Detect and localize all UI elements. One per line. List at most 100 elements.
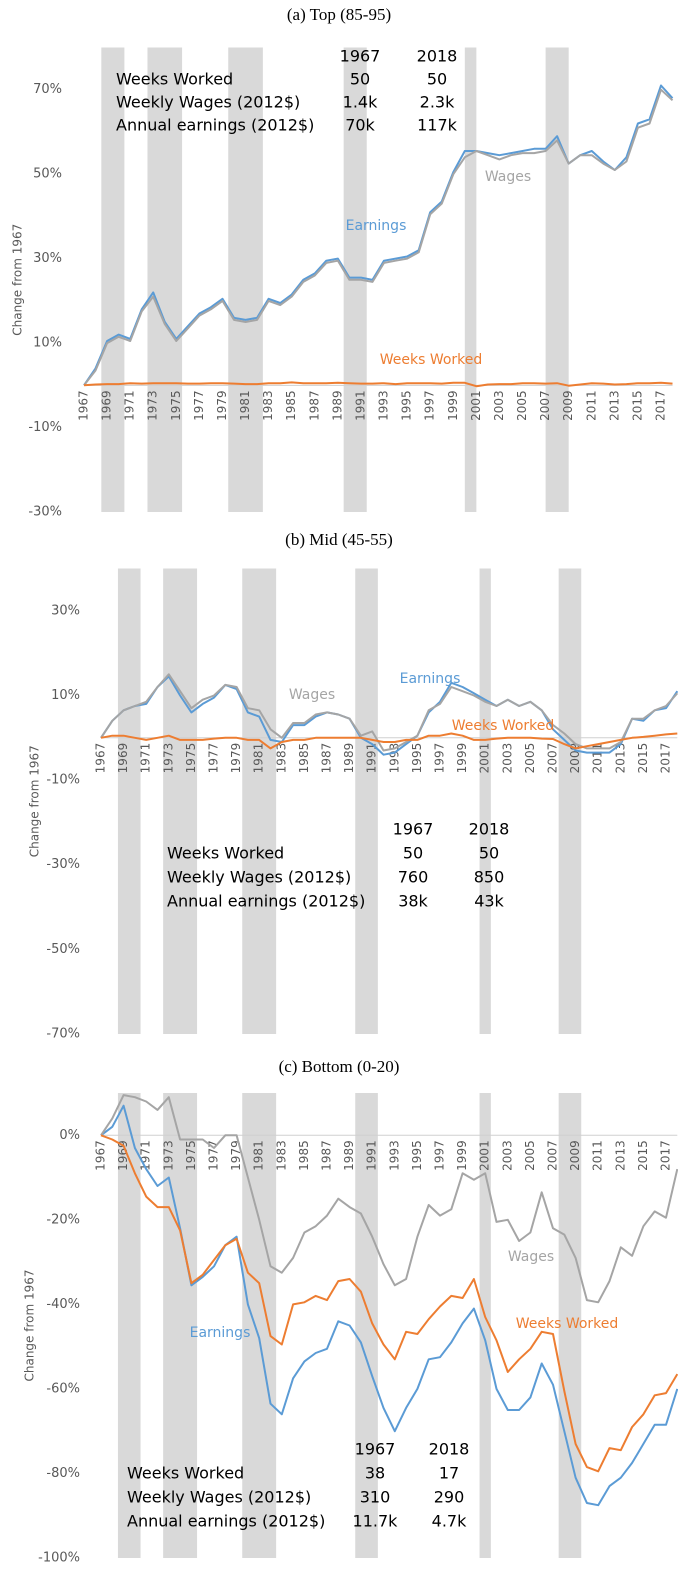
recession-band bbox=[163, 1093, 198, 1558]
y-tick-label: 30% bbox=[51, 603, 80, 618]
x-tick-label: 1969 bbox=[116, 1140, 130, 1171]
x-tick-label: 2007 bbox=[538, 390, 552, 421]
y-tick-label: -10% bbox=[28, 420, 62, 435]
table-cell: 50 bbox=[427, 70, 447, 89]
recession-band bbox=[242, 1093, 277, 1558]
x-tick-label: 1995 bbox=[410, 1140, 424, 1171]
recession-band bbox=[117, 568, 141, 1034]
x-tick-label: 1997 bbox=[433, 743, 447, 774]
series-label: Earnings bbox=[346, 218, 407, 234]
table-header: 2018 bbox=[469, 820, 510, 839]
x-tick-label: 1975 bbox=[184, 1140, 198, 1171]
x-tick-label: 2001 bbox=[478, 743, 492, 774]
table-row-label: Weeks Worked bbox=[167, 844, 284, 863]
table-row-label: Weeks Worked bbox=[116, 70, 233, 89]
recession-band bbox=[464, 47, 477, 512]
x-tick-label: 2005 bbox=[523, 1140, 537, 1171]
table-cell: 117k bbox=[417, 116, 458, 135]
series-line bbox=[83, 88, 674, 386]
x-tick-label: 2009 bbox=[561, 390, 575, 421]
recession-band bbox=[558, 568, 582, 1034]
x-tick-label: 2013 bbox=[613, 743, 627, 774]
x-tick-label: 1983 bbox=[261, 390, 275, 421]
x-tick-label: 1983 bbox=[274, 1140, 288, 1171]
table-header: 2018 bbox=[429, 1440, 470, 1459]
recession-band bbox=[147, 47, 183, 512]
x-tick-label: 1981 bbox=[252, 1140, 266, 1171]
x-tick-label: 2009 bbox=[568, 1140, 582, 1171]
x-tick-label: 1969 bbox=[116, 743, 130, 774]
x-tick-label: 1967 bbox=[77, 390, 91, 421]
recession-band bbox=[355, 1093, 378, 1558]
table-cell: 310 bbox=[360, 1488, 391, 1507]
table-cell: 50 bbox=[350, 70, 370, 89]
recession-band bbox=[101, 47, 125, 512]
x-tick-label: 1991 bbox=[353, 390, 367, 421]
table-cell: 70k bbox=[345, 116, 375, 135]
y-tick-label: 10% bbox=[33, 336, 62, 351]
x-tick-label: 1991 bbox=[365, 743, 379, 774]
recession-band bbox=[228, 47, 263, 512]
x-tick-label: 1989 bbox=[342, 743, 356, 774]
x-tick-label: 1995 bbox=[400, 390, 414, 421]
x-tick-label: 1981 bbox=[238, 390, 252, 421]
x-tick-label: 1997 bbox=[433, 1140, 447, 1171]
table-row-label: Weeks Worked bbox=[127, 1464, 244, 1483]
y-tick-label: -40% bbox=[46, 1297, 80, 1312]
x-tick-label: 1967 bbox=[94, 743, 108, 774]
x-tick-label: 2007 bbox=[546, 1140, 560, 1171]
y-tick-label: -50% bbox=[46, 942, 80, 957]
table-cell: 4.7k bbox=[432, 1512, 467, 1531]
y-tick-label: -70% bbox=[46, 1027, 80, 1042]
x-tick-label: 1975 bbox=[169, 390, 183, 421]
recession-band bbox=[355, 568, 378, 1034]
y-tick-label: -30% bbox=[28, 505, 62, 520]
x-tick-label: 1973 bbox=[161, 743, 175, 774]
x-tick-label: 1971 bbox=[123, 390, 137, 421]
x-tick-label: 1991 bbox=[365, 1140, 379, 1171]
table-cell: 760 bbox=[398, 868, 429, 887]
table-cell: 850 bbox=[474, 868, 505, 887]
table-cell: 43k bbox=[474, 892, 504, 911]
recession-band bbox=[163, 568, 198, 1034]
x-tick-label: 2013 bbox=[607, 390, 621, 421]
y-tick-label: 50% bbox=[33, 167, 62, 182]
table-row-label: Weekly Wages (2012$) bbox=[116, 93, 300, 112]
x-tick-label: 1987 bbox=[320, 1140, 334, 1171]
x-tick-label: 2003 bbox=[492, 390, 506, 421]
x-tick-label: 2011 bbox=[591, 743, 605, 774]
table-row-label: Annual earnings (2012$) bbox=[127, 1512, 325, 1531]
x-tick-label: 2007 bbox=[546, 743, 560, 774]
series-line bbox=[83, 381, 673, 388]
x-tick-label: 1971 bbox=[139, 743, 153, 774]
x-tick-label: 2011 bbox=[584, 390, 598, 421]
series-label: Wages bbox=[485, 169, 531, 185]
x-tick-label: 1973 bbox=[161, 1140, 175, 1171]
table-header: 1967 bbox=[393, 820, 434, 839]
x-tick-label: 1993 bbox=[387, 743, 401, 774]
y-tick-label: -80% bbox=[46, 1466, 80, 1481]
x-tick-label: 1975 bbox=[184, 743, 198, 774]
series-label: Earnings bbox=[190, 1325, 251, 1341]
x-tick-label: 1999 bbox=[455, 743, 469, 774]
recession-band bbox=[117, 1093, 141, 1558]
x-tick-label: 2001 bbox=[478, 1140, 492, 1171]
table-cell: 50 bbox=[403, 844, 423, 863]
x-tick-label: 1985 bbox=[297, 743, 311, 774]
table-cell: 1.4k bbox=[343, 93, 378, 112]
x-tick-label: 2003 bbox=[500, 743, 514, 774]
x-tick-label: 2017 bbox=[659, 743, 673, 774]
x-tick-label: 2015 bbox=[636, 1140, 650, 1171]
recession-band bbox=[479, 568, 491, 1034]
x-tick-label: 2017 bbox=[654, 390, 668, 421]
series-line bbox=[100, 673, 678, 752]
recession-band bbox=[479, 1093, 491, 1558]
table-cell: 38 bbox=[365, 1464, 385, 1483]
table-row-label: Annual earnings (2012$) bbox=[116, 116, 314, 135]
x-tick-label: 1979 bbox=[229, 743, 243, 774]
series-line bbox=[100, 1094, 678, 1304]
x-tick-label: 1987 bbox=[307, 390, 321, 421]
x-tick-label: 1997 bbox=[423, 390, 437, 421]
chart-title: (c) Bottom (0-20) bbox=[279, 1057, 400, 1076]
x-tick-label: 1985 bbox=[284, 390, 298, 421]
